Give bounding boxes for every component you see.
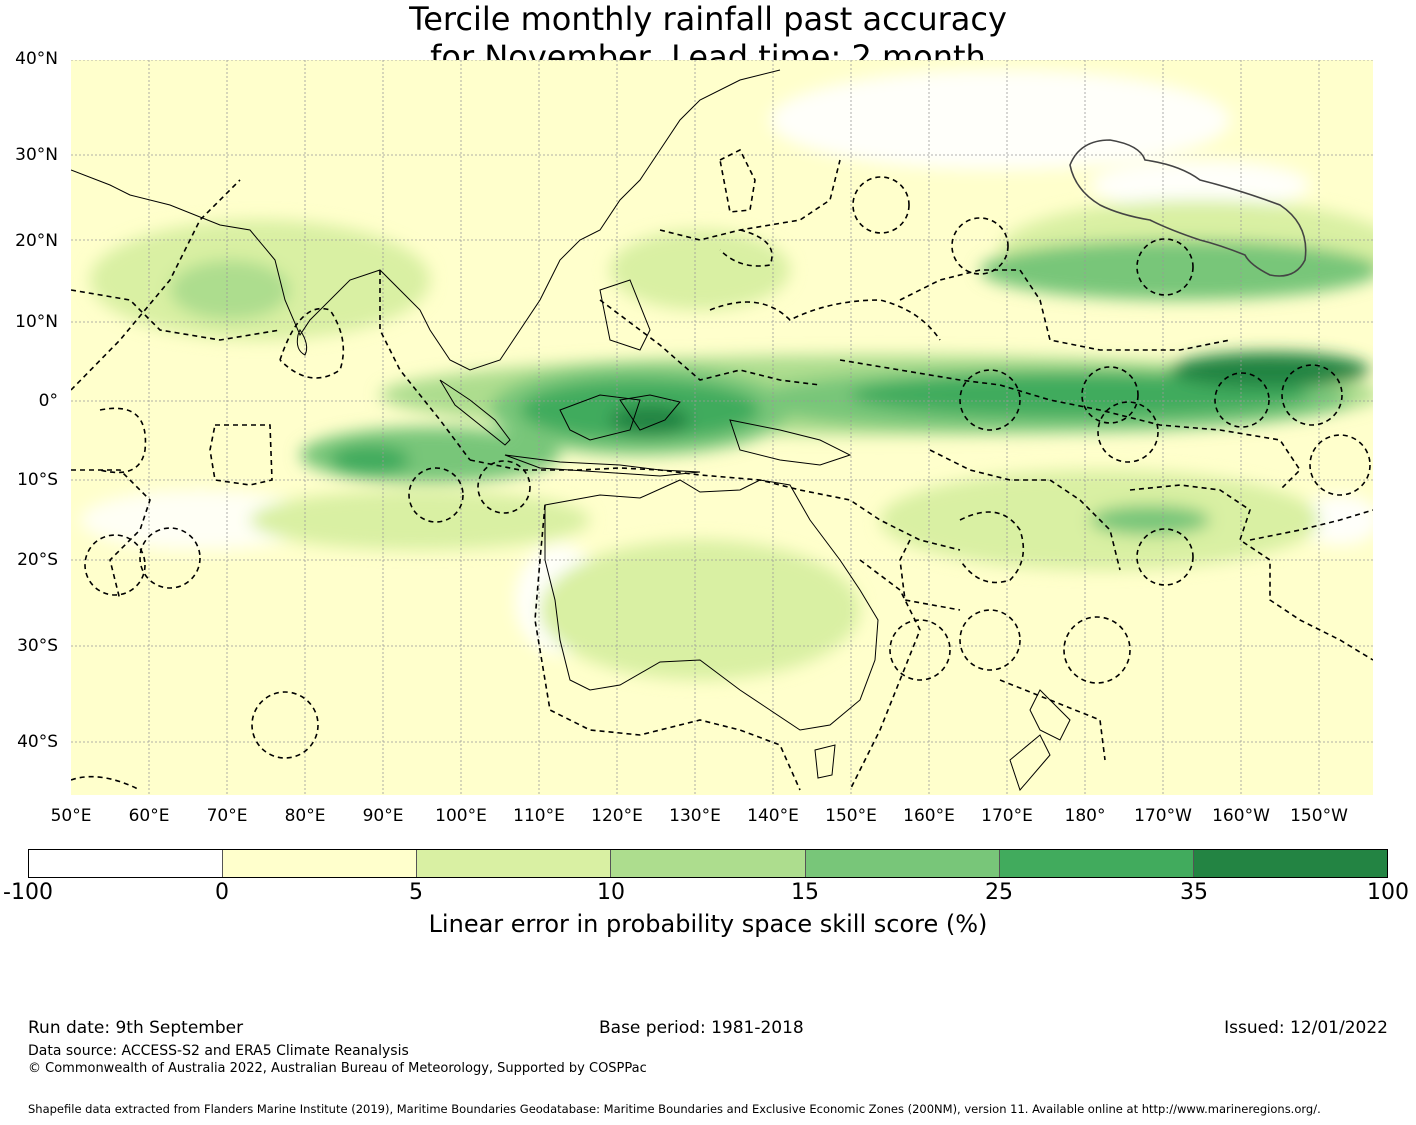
lon-label: 170°W <box>1134 806 1192 826</box>
shapefile-credit: Shapefile data extracted from Flanders M… <box>28 1102 1321 1116</box>
lat-label: 20°S <box>17 550 58 570</box>
lon-label: 170°E <box>981 806 1033 826</box>
colorbar-tick: 35 <box>1180 880 1208 905</box>
colorbar-tick: 15 <box>791 880 819 905</box>
colorbar-segment <box>29 850 224 877</box>
lat-label: 20°N <box>15 231 58 251</box>
base-period: Base period: 1981-2018 <box>599 1018 804 1038</box>
chart-title-line-1: Tercile monthly rainfall past accuracy <box>409 0 1007 38</box>
lon-label: 160°E <box>903 806 955 826</box>
colorbar-label: Linear error in probability space skill … <box>428 910 988 938</box>
colorbar-tick: -100 <box>3 880 53 905</box>
lon-label: 50°E <box>50 806 92 826</box>
colorbar-segment <box>611 850 806 877</box>
lat-label: 40°S <box>17 732 58 752</box>
lon-label: 70°E <box>206 806 248 826</box>
colorbar-segment <box>223 850 418 877</box>
hawaii-boundary <box>1069 139 1307 277</box>
colorbar-segment <box>999 850 1194 877</box>
issued-date: Issued: 12/01/2022 <box>1224 1018 1388 1038</box>
lat-label: 10°N <box>15 312 58 332</box>
colorbar-segment <box>1193 850 1387 877</box>
copyright: © Commonwealth of Australia 2022, Austra… <box>28 1061 647 1076</box>
lon-label: 60°E <box>128 806 170 826</box>
lon-label: 110°E <box>513 806 565 826</box>
lon-label: 90°E <box>362 806 404 826</box>
graticule <box>71 60 1373 795</box>
lon-label: 80°E <box>284 806 326 826</box>
lat-label: 30°S <box>17 636 58 656</box>
colorbar-tick: 0 <box>215 880 229 905</box>
run-date: Run date: 9th September <box>28 1018 244 1038</box>
lon-label: 150°E <box>825 806 877 826</box>
lon-label: 120°E <box>591 806 643 826</box>
colorbar-tick: 5 <box>409 880 423 905</box>
eez-boundaries <box>71 148 1373 791</box>
colorbar-segment <box>417 850 612 877</box>
colorbar-tick: 100 <box>1367 880 1409 905</box>
lon-label: 130°E <box>669 806 721 826</box>
lat-label: 30°N <box>15 145 58 165</box>
lon-label: 100°E <box>435 806 487 826</box>
lat-label: 0° <box>38 391 58 411</box>
data-source: Data source: ACCESS-S2 and ERA5 Climate … <box>28 1043 409 1059</box>
lon-label: 150°W <box>1290 806 1348 826</box>
colorbar <box>28 849 1388 878</box>
colorbar-tick: 10 <box>597 880 625 905</box>
lon-label: 140°E <box>747 806 799 826</box>
lat-label: 40°N <box>15 49 58 69</box>
colorbar-segment <box>805 850 1000 877</box>
lat-label: 10°S <box>17 470 58 490</box>
coastlines <box>71 69 1071 791</box>
lon-label: 180° <box>1064 806 1106 826</box>
colorbar-tick: 25 <box>985 880 1013 905</box>
skill-map <box>71 60 1373 795</box>
skill-shading <box>80 70 1373 680</box>
lon-label: 160°W <box>1212 806 1270 826</box>
